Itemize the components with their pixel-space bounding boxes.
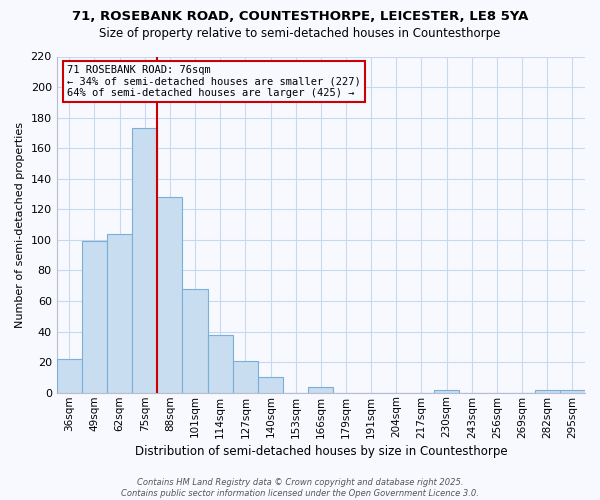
Text: Contains HM Land Registry data © Crown copyright and database right 2025.
Contai: Contains HM Land Registry data © Crown c… — [121, 478, 479, 498]
Text: 71, ROSEBANK ROAD, COUNTESTHORPE, LEICESTER, LE8 5YA: 71, ROSEBANK ROAD, COUNTESTHORPE, LEICES… — [72, 10, 528, 23]
Bar — [56, 359, 82, 392]
Y-axis label: Number of semi-detached properties: Number of semi-detached properties — [15, 122, 25, 328]
Bar — [157, 197, 182, 392]
X-axis label: Distribution of semi-detached houses by size in Countesthorpe: Distribution of semi-detached houses by … — [134, 444, 507, 458]
Bar — [233, 360, 258, 392]
Bar — [182, 289, 208, 393]
Bar — [560, 390, 585, 392]
Text: 71 ROSEBANK ROAD: 76sqm
← 34% of semi-detached houses are smaller (227)
64% of s: 71 ROSEBANK ROAD: 76sqm ← 34% of semi-de… — [67, 65, 361, 98]
Text: Size of property relative to semi-detached houses in Countesthorpe: Size of property relative to semi-detach… — [100, 28, 500, 40]
Bar — [132, 128, 157, 392]
Bar — [434, 390, 459, 392]
Bar — [308, 386, 334, 392]
Bar — [258, 378, 283, 392]
Bar — [82, 242, 107, 392]
Bar — [107, 234, 132, 392]
Bar — [208, 334, 233, 392]
Bar — [535, 390, 560, 392]
